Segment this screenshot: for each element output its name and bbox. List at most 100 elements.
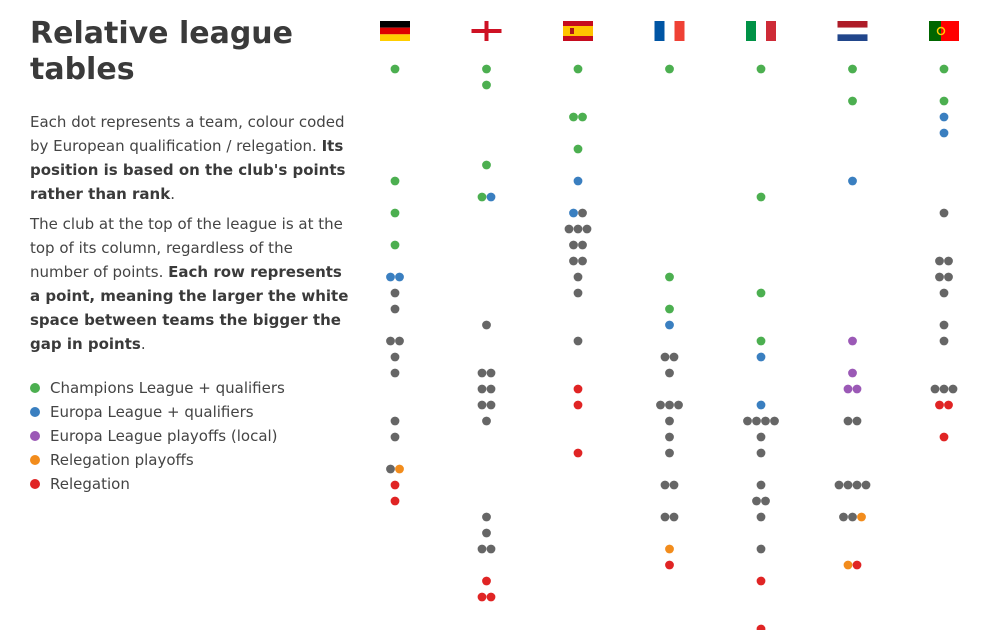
team-dot <box>665 400 674 410</box>
team-dot <box>573 400 583 410</box>
team-dot <box>939 112 949 122</box>
legend-label: Europa League playoffs (local) <box>50 427 278 445</box>
team-dot <box>939 320 949 330</box>
legend-swatch <box>30 479 40 489</box>
team-dot <box>386 336 395 346</box>
team-dot <box>477 384 487 394</box>
team-dot <box>578 112 587 122</box>
team-dot <box>939 96 949 106</box>
team-dot <box>569 112 578 122</box>
team-dot <box>477 192 487 202</box>
team-dot <box>930 384 940 394</box>
team-dot <box>578 256 587 266</box>
para2-bold: Each row represents a point, meaning the… <box>30 263 349 353</box>
team-dot <box>939 208 949 218</box>
team-dot <box>486 592 496 602</box>
team-dot <box>482 576 491 586</box>
team-dot <box>848 336 857 346</box>
team-dot <box>761 496 770 506</box>
team-dot <box>852 560 862 570</box>
legend-item-rel: Relegation <box>30 472 355 496</box>
team-dot <box>482 320 491 330</box>
para1-bold: Its position is based on the club's poin… <box>30 137 346 203</box>
legend-label: Relegation playoffs <box>50 451 194 469</box>
team-dot <box>395 336 404 346</box>
legend-swatch <box>30 407 40 417</box>
legend-item-el: Europa League + qualifiers <box>30 400 355 424</box>
italy-flag <box>746 21 776 41</box>
team-dot <box>578 208 587 218</box>
team-dot <box>482 528 491 538</box>
team-dot <box>665 432 674 442</box>
league-column-portugal <box>929 21 959 442</box>
team-dot <box>665 64 674 74</box>
team-dot <box>944 272 953 282</box>
team-dot <box>935 400 944 410</box>
team-dot <box>848 64 857 74</box>
england-flag <box>471 21 502 41</box>
team-dot <box>390 432 400 442</box>
team-dot <box>578 240 587 250</box>
team-dot <box>656 400 665 410</box>
team-dot <box>390 416 400 426</box>
intro-panel: Relative league tables Each dot represen… <box>30 16 355 496</box>
legend-item-rp: Relegation playoffs <box>30 448 355 472</box>
team-dot <box>756 480 766 490</box>
team-dot <box>482 80 491 90</box>
team-dot <box>482 512 491 522</box>
team-dot <box>665 448 674 458</box>
team-dot <box>573 336 583 346</box>
team-dot <box>390 64 400 74</box>
team-dot <box>848 176 857 186</box>
team-dot <box>486 384 496 394</box>
germany-flag <box>380 21 410 41</box>
team-dot <box>390 176 400 186</box>
team-dot <box>669 352 679 362</box>
team-dot <box>582 224 592 234</box>
team-dot <box>486 368 496 378</box>
team-dot <box>395 272 404 282</box>
team-dot <box>390 352 400 362</box>
legend-item-cl: Champions League + qualifiers <box>30 376 355 400</box>
team-dot <box>395 464 404 474</box>
team-dot <box>569 256 578 266</box>
team-dot <box>660 512 670 522</box>
team-dot <box>756 448 766 458</box>
league-column-spain <box>563 21 593 458</box>
team-dot <box>669 512 679 522</box>
team-dot <box>756 544 766 554</box>
team-dot <box>482 64 491 74</box>
team-dot <box>843 480 853 490</box>
team-dot <box>573 64 583 74</box>
team-dot <box>573 448 583 458</box>
team-dot <box>569 240 578 250</box>
team-dot <box>386 272 395 282</box>
spain-flag <box>563 21 593 41</box>
para1-text: Each dot represents a team, colour coded… <box>30 113 345 155</box>
legend: Champions League + qualifiers Europa Leag… <box>30 376 355 496</box>
team-dot <box>390 496 400 506</box>
team-dot <box>848 96 857 106</box>
team-dot <box>573 176 583 186</box>
team-dot <box>386 464 395 474</box>
team-dot <box>660 480 670 490</box>
legend-item-elp: Europa League playoffs (local) <box>30 424 355 448</box>
team-dot <box>573 384 583 394</box>
team-dot <box>486 544 496 554</box>
team-dot <box>573 224 583 234</box>
team-dot <box>944 256 953 266</box>
title-line-2: tables <box>30 52 135 87</box>
team-dot <box>848 368 857 378</box>
team-dot <box>569 208 578 218</box>
team-dot <box>390 480 400 490</box>
team-dot <box>390 208 400 218</box>
league-column-netherlands <box>834 21 871 570</box>
legend-swatch <box>30 455 40 465</box>
team-dot <box>477 368 487 378</box>
netherlands-flag <box>837 21 868 41</box>
team-dot <box>743 416 752 426</box>
legend-swatch <box>30 431 40 441</box>
para1-end: . <box>170 185 175 203</box>
league-column-england <box>471 21 502 602</box>
